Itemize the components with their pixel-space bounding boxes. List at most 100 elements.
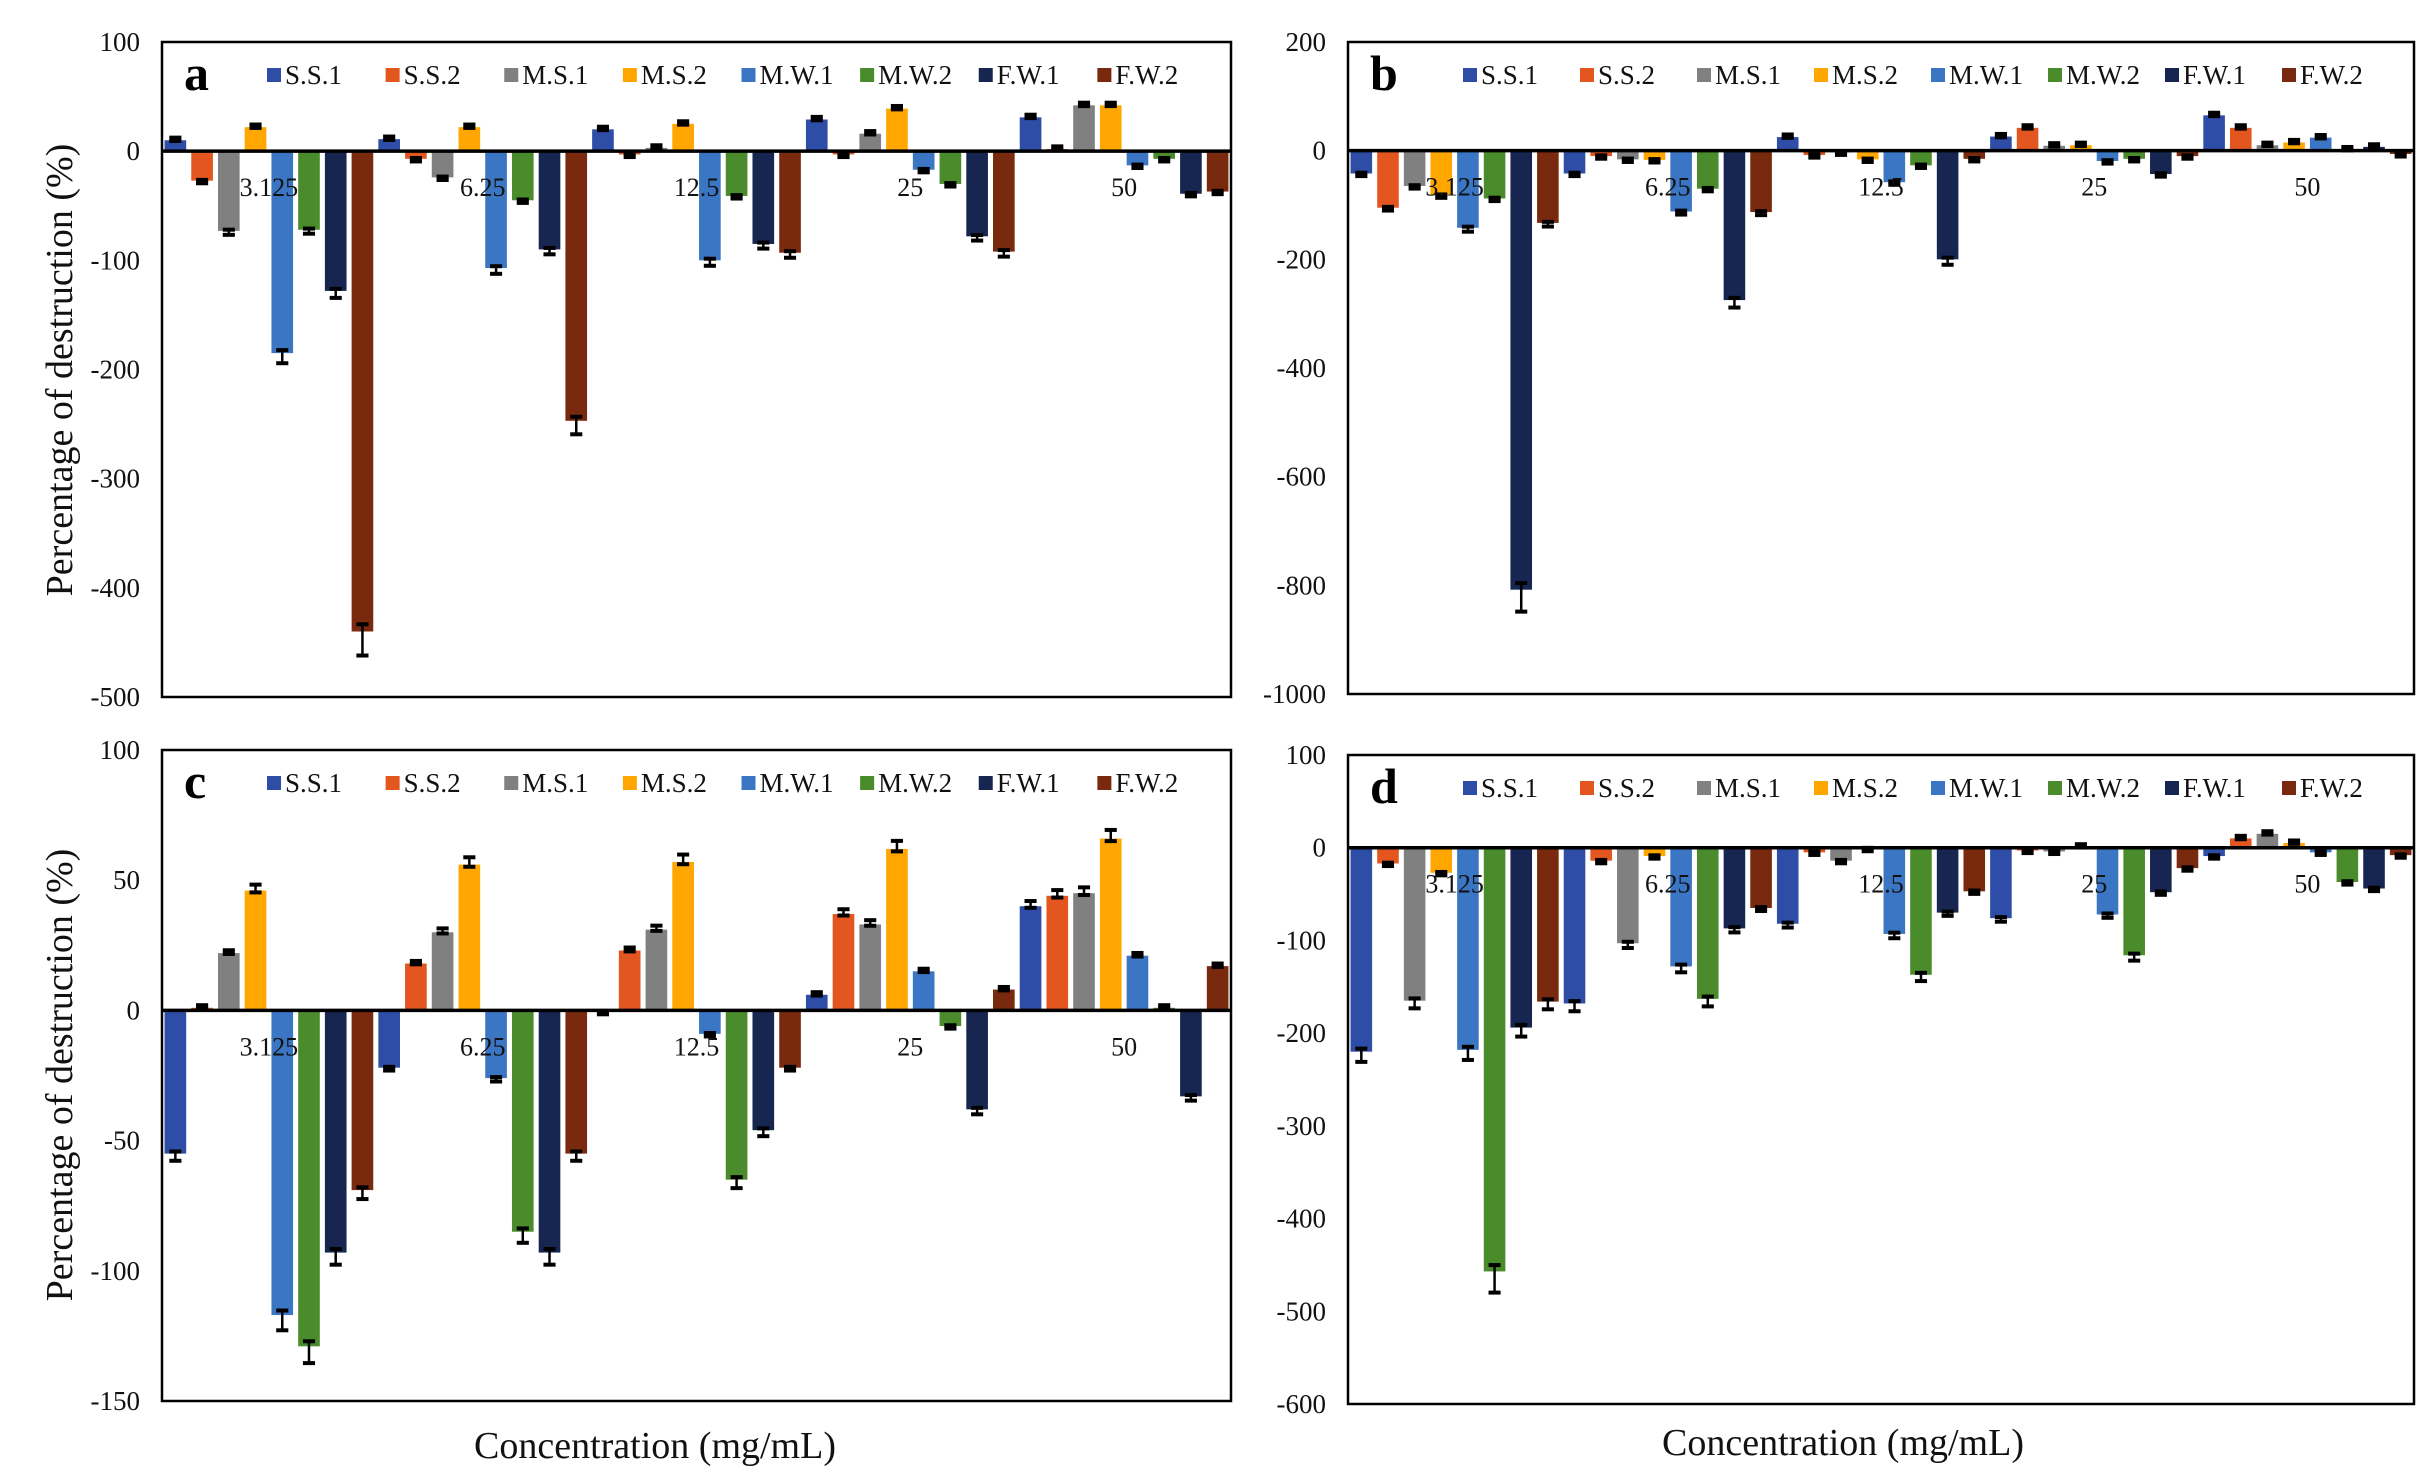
- bar-ss1-6.25: [1563, 847, 1586, 1004]
- panel-d: 100 0 -100 -200 -300 -400 -500 -600 3.125 6.25 12.…: [1277, 740, 2416, 1419]
- bar-fw2-3.125: [351, 1010, 374, 1191]
- bar-mw2-25: [2123, 847, 2145, 956]
- bar-fw2-25: [993, 989, 1015, 1011]
- x-axis-title-left: Concentration (mg/mL): [474, 1425, 836, 1467]
- bar-ss1-25: [1990, 136, 2012, 151]
- legend-item: S.S.1: [267, 60, 342, 90]
- legend-item: S.S.1: [1463, 60, 1538, 90]
- legend-label: M.W.1: [760, 60, 834, 90]
- bar-mw2-3.125: [298, 1010, 320, 1347]
- bar-mw1-12.5: [699, 1010, 721, 1034]
- category-label: 12.5: [1858, 173, 1904, 202]
- legend-item: F.W.1: [978, 768, 1060, 798]
- plot-frame: [160, 748, 1233, 1403]
- legend-swatch: [2048, 781, 2062, 795]
- legend-item: M.W.1: [1931, 60, 2023, 90]
- bar-fw2-50: [1206, 966, 1229, 1011]
- y-tick-label: -800: [1277, 570, 1327, 600]
- legend-label: M.S.1: [1715, 60, 1781, 90]
- bar-ss1-6.25: [378, 1010, 400, 1068]
- bar-ms1-50: [1073, 105, 1095, 152]
- y-tick-label: -500: [91, 682, 141, 712]
- category-label: 3.125: [1425, 870, 1484, 899]
- category-label: 6.25: [1645, 870, 1691, 899]
- bar-ms2-25: [886, 108, 908, 152]
- y-tick-label: -1000: [1263, 679, 1326, 709]
- bar-mw2-6.25: [511, 151, 534, 201]
- legend-item: S.S.2: [385, 60, 461, 90]
- legend-swatch: [1097, 776, 1112, 790]
- legend-item: S.S.2: [385, 768, 461, 798]
- legend-swatch: [267, 776, 281, 790]
- legend-item: M.S.2: [1814, 773, 1898, 803]
- y-tick-label: -400: [1277, 353, 1327, 383]
- panel-b: 200 0 -200 -400 -600 -800 -1000 3.125 6.25 12.5 25…: [1263, 27, 2416, 709]
- x-axis-title-right: Concentration (mg/mL): [1662, 1422, 2024, 1464]
- bar-mw1-50: [1126, 955, 1149, 1011]
- bar-ss2-12.5: [618, 950, 641, 1011]
- legend-swatch: [1580, 781, 1594, 795]
- bar-ms2-6.25: [458, 864, 481, 1011]
- bar-ss1-6.25: [1563, 150, 1586, 174]
- legend-swatch: [1814, 68, 1828, 82]
- legend-label: M.W.1: [760, 768, 834, 798]
- bar-mw1-6.25: [485, 1010, 507, 1079]
- bar-ms2-25: [886, 848, 908, 1011]
- panel-letter: a: [184, 45, 209, 101]
- bar-mw1-6.25: [1670, 847, 1692, 967]
- bar-ms2-50: [2283, 142, 2305, 151]
- legend-swatch: [2165, 781, 2179, 795]
- y-tick-label: -200: [91, 355, 141, 385]
- bar-mw2-50: [1153, 151, 1176, 159]
- y-tick-label: -50: [104, 1126, 140, 1156]
- legend-item: M.S.1: [1697, 773, 1781, 803]
- bar-mw2-25: [939, 151, 962, 184]
- legend-label: M.S.1: [522, 60, 588, 90]
- bar-fw2-3.125: [351, 151, 374, 632]
- bar-ms2-12.5: [1856, 150, 1879, 160]
- bar-mw1-3.125: [1457, 847, 1479, 1050]
- legend-swatch: [267, 68, 281, 82]
- legend-swatch: [504, 776, 519, 790]
- bar-mw2-6.25: [1696, 150, 1719, 189]
- bar-mw2-25: [939, 1010, 962, 1027]
- category-label: 6.25: [1645, 173, 1691, 202]
- legend-label: M.S.1: [522, 768, 588, 798]
- bar-fw2-50: [1206, 151, 1229, 192]
- bar-ms1-6.25: [431, 932, 454, 1011]
- bar-fw2-12.5: [779, 151, 801, 253]
- y-tick-label: 100: [100, 735, 141, 765]
- legend-swatch: [1580, 68, 1594, 82]
- bar-fw1-25: [2150, 150, 2172, 175]
- bar-ms2-6.25: [1643, 150, 1666, 160]
- legend-swatch: [1463, 781, 1477, 795]
- legend-swatch: [860, 68, 875, 82]
- y-tick-label: -400: [91, 573, 141, 603]
- bar-fw1-12.5: [1936, 847, 1959, 913]
- bar-ms1-25: [859, 924, 882, 1011]
- legend-item: M.W.1: [741, 60, 834, 90]
- legend-label: M.W.1: [1949, 60, 2023, 90]
- y-tick-label: 0: [1313, 136, 1327, 166]
- legend-item: M.W.2: [2048, 60, 2140, 90]
- y-tick-label: -200: [1277, 244, 1327, 274]
- bar-mw1-12.5: [1883, 847, 1906, 934]
- legend-swatch: [741, 68, 756, 82]
- bar-mw2-6.25: [511, 1010, 534, 1232]
- bar-ms2-50: [1099, 838, 1122, 1011]
- legend-label: S.S.2: [1598, 773, 1655, 803]
- category-label: 50: [2294, 870, 2320, 899]
- bar-ss2-50: [2229, 127, 2252, 151]
- legend-swatch: [1463, 68, 1477, 82]
- y-tick-label: -100: [91, 245, 141, 275]
- category-label: 25: [897, 173, 923, 202]
- bar-fw1-25: [966, 151, 988, 237]
- bar-fw1-6.25: [1723, 847, 1746, 929]
- bar-mw1-12.5: [1883, 150, 1906, 183]
- plot-frame: [1346, 40, 2416, 696]
- legend-swatch: [2048, 68, 2062, 82]
- legend-swatch: [1697, 68, 1711, 82]
- bar-ss1-50: [2203, 847, 2225, 857]
- category-label: 12.5: [1858, 870, 1904, 899]
- legend-item: F.W.1: [2165, 60, 2246, 90]
